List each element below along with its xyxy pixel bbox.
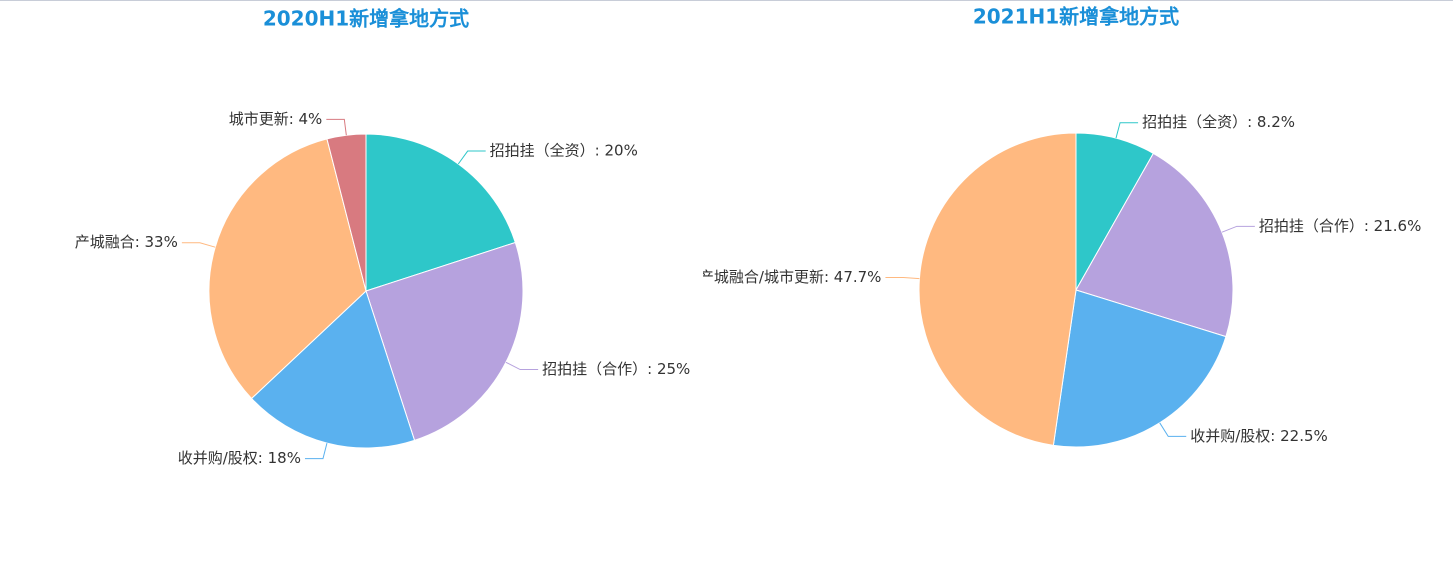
- data-label: 城市更新: 4%: [229, 110, 323, 128]
- data-label: 招拍挂（全资）: 20%: [490, 142, 638, 160]
- data-label: 招拍挂（合作）: 21.6%: [1259, 217, 1421, 235]
- data-label: 收并购/股权: 22.5%: [1190, 427, 1328, 445]
- leader-line: [181, 242, 216, 248]
- pie-slice: [365, 133, 516, 292]
- data-label: 产城融合: 33%: [75, 233, 178, 251]
- leader-line: [1221, 225, 1255, 233]
- pie-slice: [918, 132, 1077, 446]
- chart-title: 2020H1新增拿地方式: [263, 7, 469, 31]
- leader-line: [1159, 422, 1187, 437]
- pie-slice: [1052, 289, 1227, 448]
- leader-line: [457, 150, 486, 165]
- leader-line: [505, 361, 539, 371]
- leader-line: [885, 277, 920, 280]
- pie-chart-2021: 2021H1新增拿地方式 招拍挂（全资）: 8.2% 招拍挂（合作）: 21.6%…: [699, 5, 1421, 448]
- chart-title: 2021H1新增拿地方式: [973, 5, 1179, 29]
- leader-line: [1115, 122, 1139, 139]
- leader-line: [326, 118, 347, 136]
- leader-line: [304, 442, 328, 460]
- pie-slice: [1075, 152, 1234, 338]
- data-label: 招拍挂（全资）: 8.2%: [1142, 113, 1295, 131]
- pie-chart-2020: 2020H1新增拿地方式 招拍挂（全资）: 20% 招拍挂（合作）: 25% 收并购…: [75, 7, 691, 468]
- data-label: 产城融合/城市更新: 47.7%: [699, 268, 882, 286]
- data-label: 招拍挂（合作）: 25%: [542, 360, 690, 378]
- data-label: 收并购/股权: 18%: [178, 449, 301, 467]
